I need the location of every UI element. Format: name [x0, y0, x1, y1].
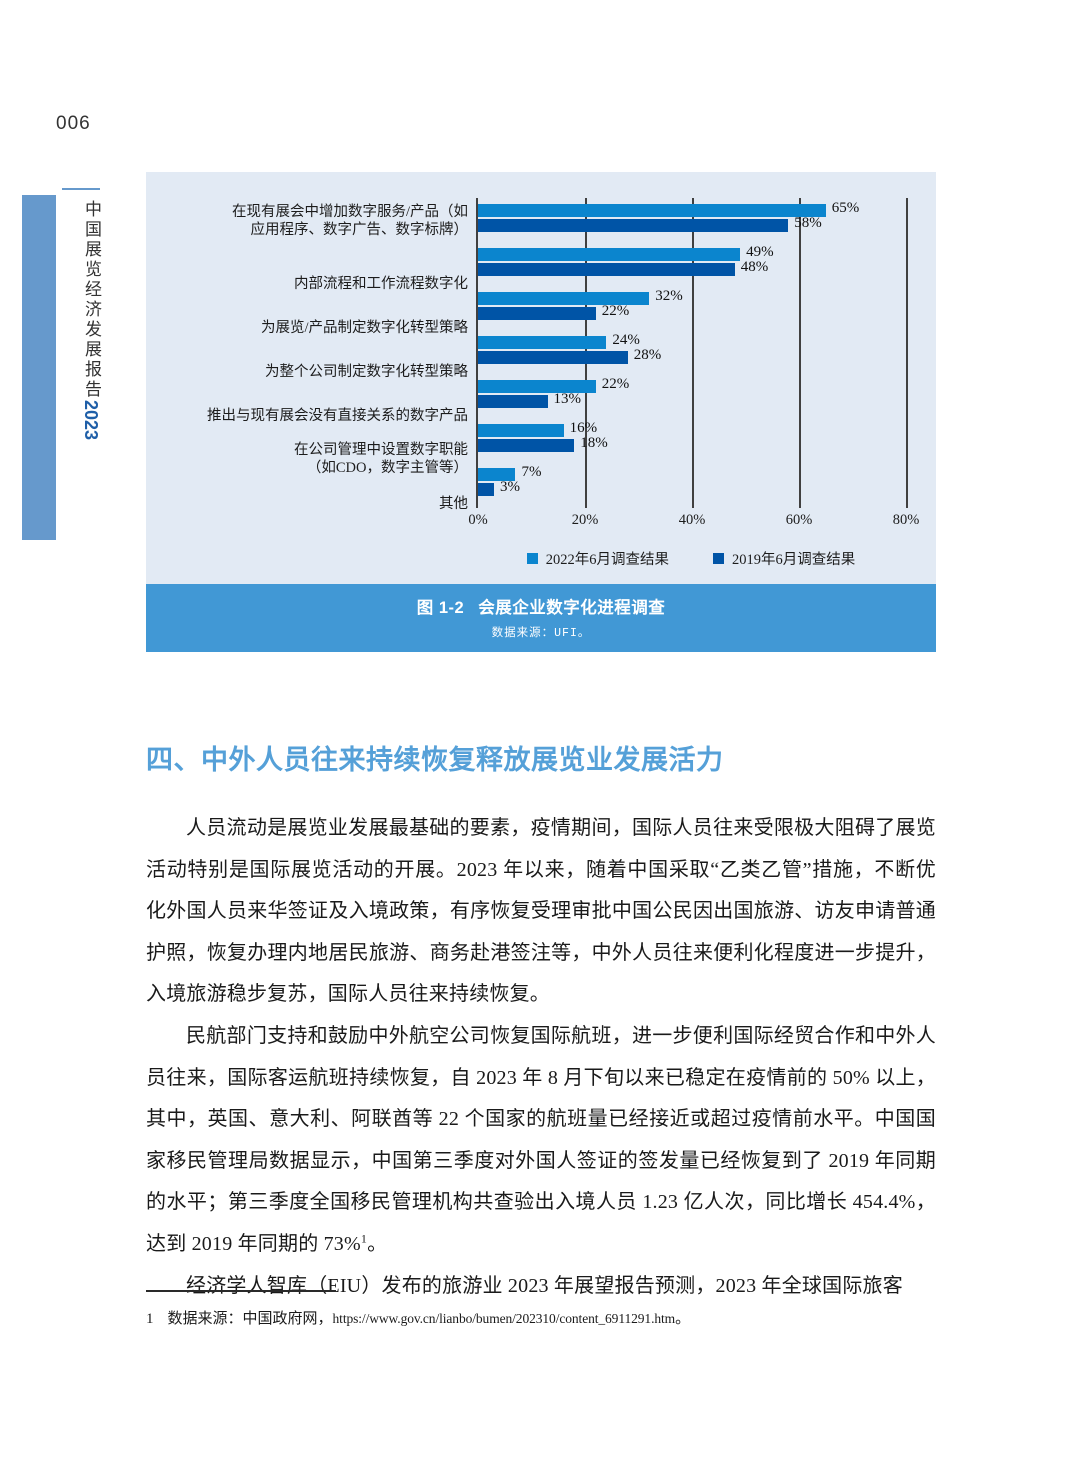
figure-caption: 图 1-2 会展企业数字化进程调查 — [146, 594, 936, 618]
footnote-divider — [146, 1290, 336, 1292]
paragraph: 经济学人智库（EIU）发布的旅游业 2023 年展望报告预测，2023 年全球国… — [186, 1274, 903, 1297]
paragraph-text: 民航部门支持和鼓励中外航空公司恢复国际航班，进一步便利国际经贸合作和中外人员往来… — [146, 1024, 936, 1255]
chart-category-label: 内部流程和工作流程数字化 — [294, 276, 468, 292]
chart-category-label: 在公司管理中设置数字职能 （如CDO，数字主管等） — [294, 442, 468, 476]
chart-x-axis: 0% 20% 40% 60% 80% — [468, 508, 919, 542]
chart-bar-value: 13% — [553, 391, 582, 407]
chart-bar-value: 7% — [521, 464, 542, 480]
footnote-area: 1 数据来源：中国政府网，https://www.gov.cn/lianbo/bu… — [146, 1290, 936, 1330]
chart-bar — [478, 483, 495, 496]
legend-label: 2022年6月调查结果 — [545, 552, 669, 568]
chart-bar — [478, 204, 826, 217]
footnote-number: 1 — [146, 1310, 154, 1327]
chart-category-label: 为整个公司制定数字化转型策略 — [265, 364, 468, 380]
chart-x-tick-label: 40% — [678, 512, 706, 528]
chart-bar — [478, 248, 741, 261]
page-number: 006 — [56, 113, 91, 134]
chart-category-labels: 在现有展会中增加数字服务/产品（如 应用程序、数字广告、数字标牌） 内部流程和工… — [176, 198, 476, 512]
legend-label: 2019年6月调查结果 — [732, 552, 856, 568]
chart-bar-value: 24% — [612, 332, 640, 348]
chart-x-tick-label: 60% — [785, 512, 813, 528]
section-heading: 四、中外人员往来持续恢复释放展览业发展活力 — [146, 745, 724, 775]
chart-category-label: 推出与现有展会没有直接关系的数字产品 — [207, 408, 468, 424]
sidebar-running-title-main: 中国展览经济发展报告 — [82, 200, 101, 400]
chart-plot: 在现有展会中增加数字服务/产品（如 应用程序、数字广告、数字标牌） 内部流程和工… — [176, 198, 908, 512]
chart-bar — [478, 424, 564, 437]
chart-gridline — [692, 198, 694, 508]
figure-caption-band: 图 1-2 会展企业数字化进程调查 数据来源：UFI。 — [146, 584, 936, 652]
figure-source-note: 数据来源：UFI。 — [491, 627, 591, 640]
chart-canvas: 在现有展会中增加数字服务/产品（如 应用程序、数字广告、数字标牌） 内部流程和工… — [146, 172, 936, 584]
chart-bar — [478, 439, 575, 452]
chart-x-tick-label: 80% — [892, 512, 920, 528]
chart-bar-value: 58% — [794, 215, 822, 231]
chart-bar-value: 65% — [831, 200, 860, 216]
chart-bar — [478, 336, 607, 349]
chart-category-label: 在现有展会中增加数字服务/产品（如 应用程序、数字广告、数字标牌） — [231, 204, 468, 238]
chart-category-label: 其他 — [439, 496, 468, 512]
legend-item-2019: 2019年6月调查结果 — [713, 548, 855, 569]
chart-bar — [478, 351, 628, 364]
paragraph: 民航部门支持和鼓励中外航空公司恢复国际航班，进一步便利国际经贸合作和中外人员往来… — [146, 1016, 936, 1266]
chart-bar — [478, 380, 596, 393]
paragraph: 人员流动是展览业发展最基础的要素，疫情期间，国际人员往来受限极大阻碍了展览活动特… — [146, 817, 936, 1006]
chart-gridline — [799, 198, 801, 508]
chart-bar — [478, 395, 548, 408]
footnote-url[interactable]: https://www.gov.cn/lianbo/bumen/202310/c… — [332, 1310, 676, 1326]
sidebar-running-title: 中国展览经济发展报告2023 — [60, 200, 101, 441]
chart-bar-value: 49% — [746, 244, 774, 260]
chart-category-label: 为展览/产品制定数字化转型策略 — [260, 320, 468, 336]
chart-bar-value: 28% — [633, 347, 662, 363]
chart-legend: 2022年6月调查结果 2019年6月调查结果 — [476, 548, 906, 569]
chart-x-tick-label: 20% — [571, 512, 599, 528]
body-text: 人员流动是展览业发展最基础的要素，疫情期间，国际人员往来受限极大阻碍了展览活动特… — [146, 808, 936, 1307]
legend-item-2022: 2022年6月调查结果 — [526, 548, 669, 569]
figure-1-2: 在现有展会中增加数字服务/产品（如 应用程序、数字广告、数字标牌） 内部流程和工… — [146, 172, 936, 652]
chart-gridline — [906, 198, 908, 508]
footnote-text: 数据来源：中国政府网， — [167, 1310, 333, 1327]
footnote-tail: 。 — [675, 1310, 691, 1327]
chart-bar — [478, 292, 650, 305]
chart-bar-value: 18% — [580, 435, 608, 451]
chart-bar-value: 48% — [740, 259, 769, 275]
sidebar-rule — [62, 188, 100, 190]
legend-swatch-icon — [526, 553, 538, 564]
sidebar-color-band — [22, 195, 56, 540]
chart-bar-value: 22% — [601, 303, 630, 319]
chart-bar — [478, 219, 789, 232]
legend-swatch-icon — [713, 553, 724, 564]
chart-bar-value: 22% — [601, 376, 630, 392]
chart-bar — [478, 263, 735, 276]
chart-bars-region: 65% 58% 49% 48% 32% 22% 24% 28% 22% 13% 16% 18% 7% 3% — [476, 198, 908, 508]
chart-bar-value: 3% — [500, 479, 521, 495]
figure-caption-title: 会展企业数字化进程调查 — [478, 599, 666, 617]
paragraph-tail: 。 — [367, 1232, 388, 1255]
footnote-marker[interactable]: 1 — [360, 1231, 368, 1246]
figure-caption-number: 图 1-2 — [416, 599, 465, 617]
chart-bar-value: 16% — [569, 420, 598, 436]
footnote: 1 数据来源：中国政府网，https://www.gov.cn/lianbo/bu… — [146, 1308, 936, 1331]
chart-bar — [478, 307, 596, 320]
chart-x-tick-label: 0% — [468, 512, 488, 528]
chart-bar-value: 32% — [655, 288, 683, 304]
sidebar-running-title-year: 2023 — [81, 400, 101, 441]
chart-bar — [478, 468, 516, 481]
